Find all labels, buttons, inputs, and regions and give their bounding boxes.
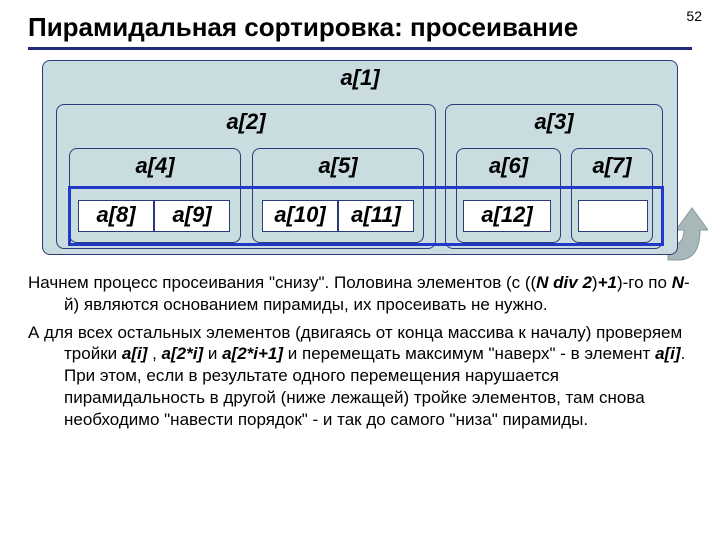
paragraph-2: А для всех остальных элементов (двигаясь… bbox=[28, 322, 692, 431]
p1-b2: +1 bbox=[598, 273, 617, 292]
heap-diagram: a[1]a[2]a[3]a[4]a[5]a[6]a[7]a[8]a[9]a[10… bbox=[42, 60, 678, 258]
body-text: Начнем процесс просеивания "снизу". Поло… bbox=[28, 272, 692, 430]
paragraph-1: Начнем процесс просеивания "снизу". Поло… bbox=[28, 272, 692, 316]
heap-leaf-a8: a[8] bbox=[78, 200, 154, 232]
heap-leaf-a12: a[12] bbox=[463, 200, 551, 232]
page-number: 52 bbox=[686, 8, 702, 24]
heap-leaf-a9: a[9] bbox=[154, 200, 230, 232]
p2-b4: a[i] bbox=[655, 344, 681, 363]
heap-leaf-a10: a[10] bbox=[262, 200, 338, 232]
p2-b2b: 2*i bbox=[177, 344, 198, 363]
p1-b3: N bbox=[672, 273, 684, 292]
p1-mid2: )-го по bbox=[617, 273, 672, 292]
p2-t2: , bbox=[147, 344, 161, 363]
p1-b1: N div 2 bbox=[536, 273, 592, 292]
p2-t3: и bbox=[203, 344, 222, 363]
p1-prefix: Начнем процесс просеивания "снизу". Поло… bbox=[28, 273, 536, 292]
p2-b3b: 2*i+1 bbox=[237, 344, 277, 363]
p2-b3: a[ bbox=[222, 344, 237, 363]
p2-b2: a[ bbox=[162, 344, 177, 363]
heap-leaf-blank bbox=[578, 200, 648, 232]
page-title: Пирамидальная сортировка: просеивание bbox=[28, 12, 692, 43]
p2-b1: a[i] bbox=[122, 344, 148, 363]
p2-t4: и перемещать максимум "наверх" - в элеме… bbox=[283, 344, 655, 363]
heap-leaf-a11: a[11] bbox=[338, 200, 414, 232]
title-underline bbox=[28, 47, 692, 50]
